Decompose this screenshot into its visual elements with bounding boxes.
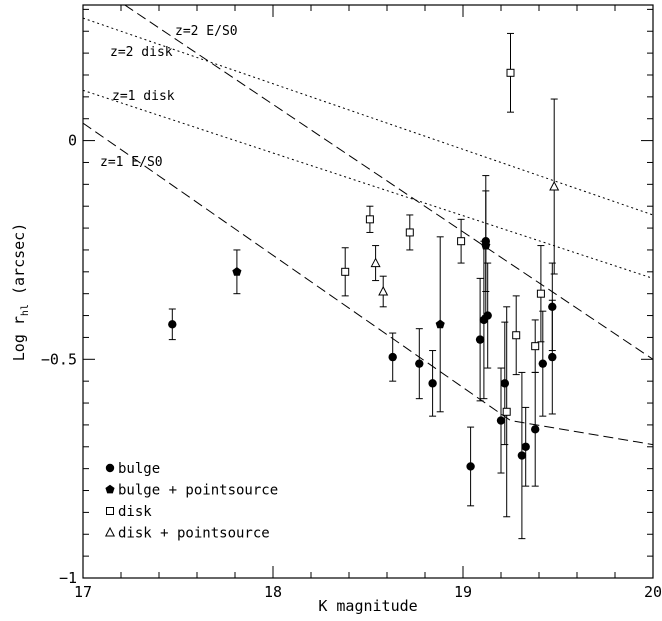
data-point bbox=[496, 367, 506, 474]
data-point bbox=[341, 247, 350, 297]
reference-line-labels: z=2 E/S0 z=1 E/S0 z=2 disk z=1 disk bbox=[100, 24, 238, 170]
circle-marker bbox=[517, 451, 527, 460]
square-marker bbox=[531, 342, 540, 351]
data-point bbox=[232, 249, 242, 295]
legend-label: disk + pointsource bbox=[118, 526, 270, 542]
data-point bbox=[388, 332, 397, 382]
data-point bbox=[502, 306, 511, 518]
data-point bbox=[536, 245, 545, 343]
y-axis-label-main: Log r bbox=[10, 316, 28, 361]
square-marker bbox=[365, 215, 374, 224]
data-point bbox=[531, 371, 540, 487]
data-point bbox=[466, 426, 475, 507]
square-marker bbox=[341, 267, 350, 276]
square-marker bbox=[502, 407, 511, 416]
circle-marker bbox=[475, 335, 485, 344]
pentagon-marker bbox=[232, 267, 242, 276]
square-marker bbox=[405, 228, 414, 237]
data-point bbox=[428, 350, 437, 417]
circle-marker bbox=[466, 462, 475, 471]
data-point bbox=[415, 328, 424, 400]
data-point bbox=[378, 275, 389, 308]
legend-circle-marker bbox=[105, 463, 115, 473]
data-points bbox=[168, 32, 560, 540]
y-axis-label-sub: hl bbox=[20, 304, 31, 316]
data-point bbox=[512, 295, 521, 376]
y-axis-label: Log rhl (arcsec) bbox=[10, 223, 31, 361]
y-tick-label: −0.5 bbox=[41, 350, 77, 368]
circle-marker bbox=[168, 320, 177, 329]
data-point bbox=[549, 98, 560, 275]
x-tick-label: 20 bbox=[644, 583, 662, 601]
circle-marker bbox=[548, 352, 557, 362]
circle-marker bbox=[538, 359, 547, 368]
reference-line-label: z=1 E/S0 bbox=[100, 155, 163, 170]
legend-label: disk bbox=[118, 504, 152, 520]
circle-marker bbox=[500, 379, 509, 388]
reference-lines bbox=[83, 5, 653, 446]
triangle-marker bbox=[549, 180, 560, 191]
data-point bbox=[435, 236, 445, 413]
triangle-marker bbox=[370, 257, 381, 268]
circle-marker bbox=[428, 379, 437, 388]
circle-marker bbox=[521, 442, 530, 451]
data-point bbox=[475, 277, 485, 402]
data-point bbox=[481, 175, 491, 317]
legend: bulge bulge + pointsource disk disk + point… bbox=[104, 461, 278, 542]
circle-marker bbox=[388, 352, 397, 362]
legend-triangle-marker bbox=[104, 526, 116, 537]
y-tick-label: −1 bbox=[59, 569, 77, 587]
data-point bbox=[370, 245, 381, 282]
plot-frame bbox=[82, 4, 654, 579]
triangle-marker bbox=[378, 285, 389, 296]
data-point bbox=[479, 240, 489, 400]
tick-labels: 17 18 19 20 −1 −0.5 0 bbox=[41, 132, 662, 601]
data-point bbox=[531, 319, 540, 373]
legend-square-marker bbox=[106, 507, 114, 515]
data-point bbox=[168, 308, 177, 341]
data-point bbox=[548, 299, 557, 415]
legend-label: bulge bbox=[118, 461, 160, 477]
square-marker bbox=[512, 331, 521, 340]
reference-line bbox=[83, 17, 653, 216]
data-point bbox=[365, 205, 374, 233]
circle-marker bbox=[531, 425, 540, 434]
data-point bbox=[506, 32, 515, 113]
circle-marker bbox=[415, 359, 424, 368]
axis-ticks bbox=[82, 5, 654, 579]
pentagon-marker bbox=[481, 240, 491, 250]
square-marker bbox=[506, 68, 515, 77]
square-marker bbox=[536, 289, 545, 298]
x-axis-label: K magnitude bbox=[318, 597, 417, 615]
reference-line-label: z=1 disk bbox=[112, 89, 175, 104]
data-point bbox=[517, 371, 527, 540]
data-point bbox=[538, 310, 547, 417]
reference-line-label: z=2 E/S0 bbox=[175, 24, 238, 39]
circle-marker bbox=[496, 416, 506, 425]
reference-line bbox=[124, 5, 653, 360]
x-tick-label: 18 bbox=[264, 583, 282, 601]
y-axis-label-unit: (arcsec) bbox=[10, 223, 28, 304]
square-marker bbox=[457, 237, 466, 246]
pentagon-marker bbox=[435, 319, 445, 329]
x-tick-label: 17 bbox=[74, 583, 92, 601]
reference-line bbox=[83, 89, 653, 279]
reference-line-label: z=2 disk bbox=[110, 45, 173, 60]
data-point bbox=[500, 321, 509, 446]
y-tick-label: 0 bbox=[68, 132, 77, 150]
data-point bbox=[405, 214, 414, 251]
x-tick-label: 19 bbox=[454, 583, 472, 601]
data-point bbox=[521, 406, 530, 487]
legend-label: bulge + pointsource bbox=[118, 483, 278, 499]
reference-line bbox=[83, 122, 653, 446]
data-point bbox=[457, 218, 466, 264]
legend-pentagon-marker bbox=[105, 484, 115, 494]
